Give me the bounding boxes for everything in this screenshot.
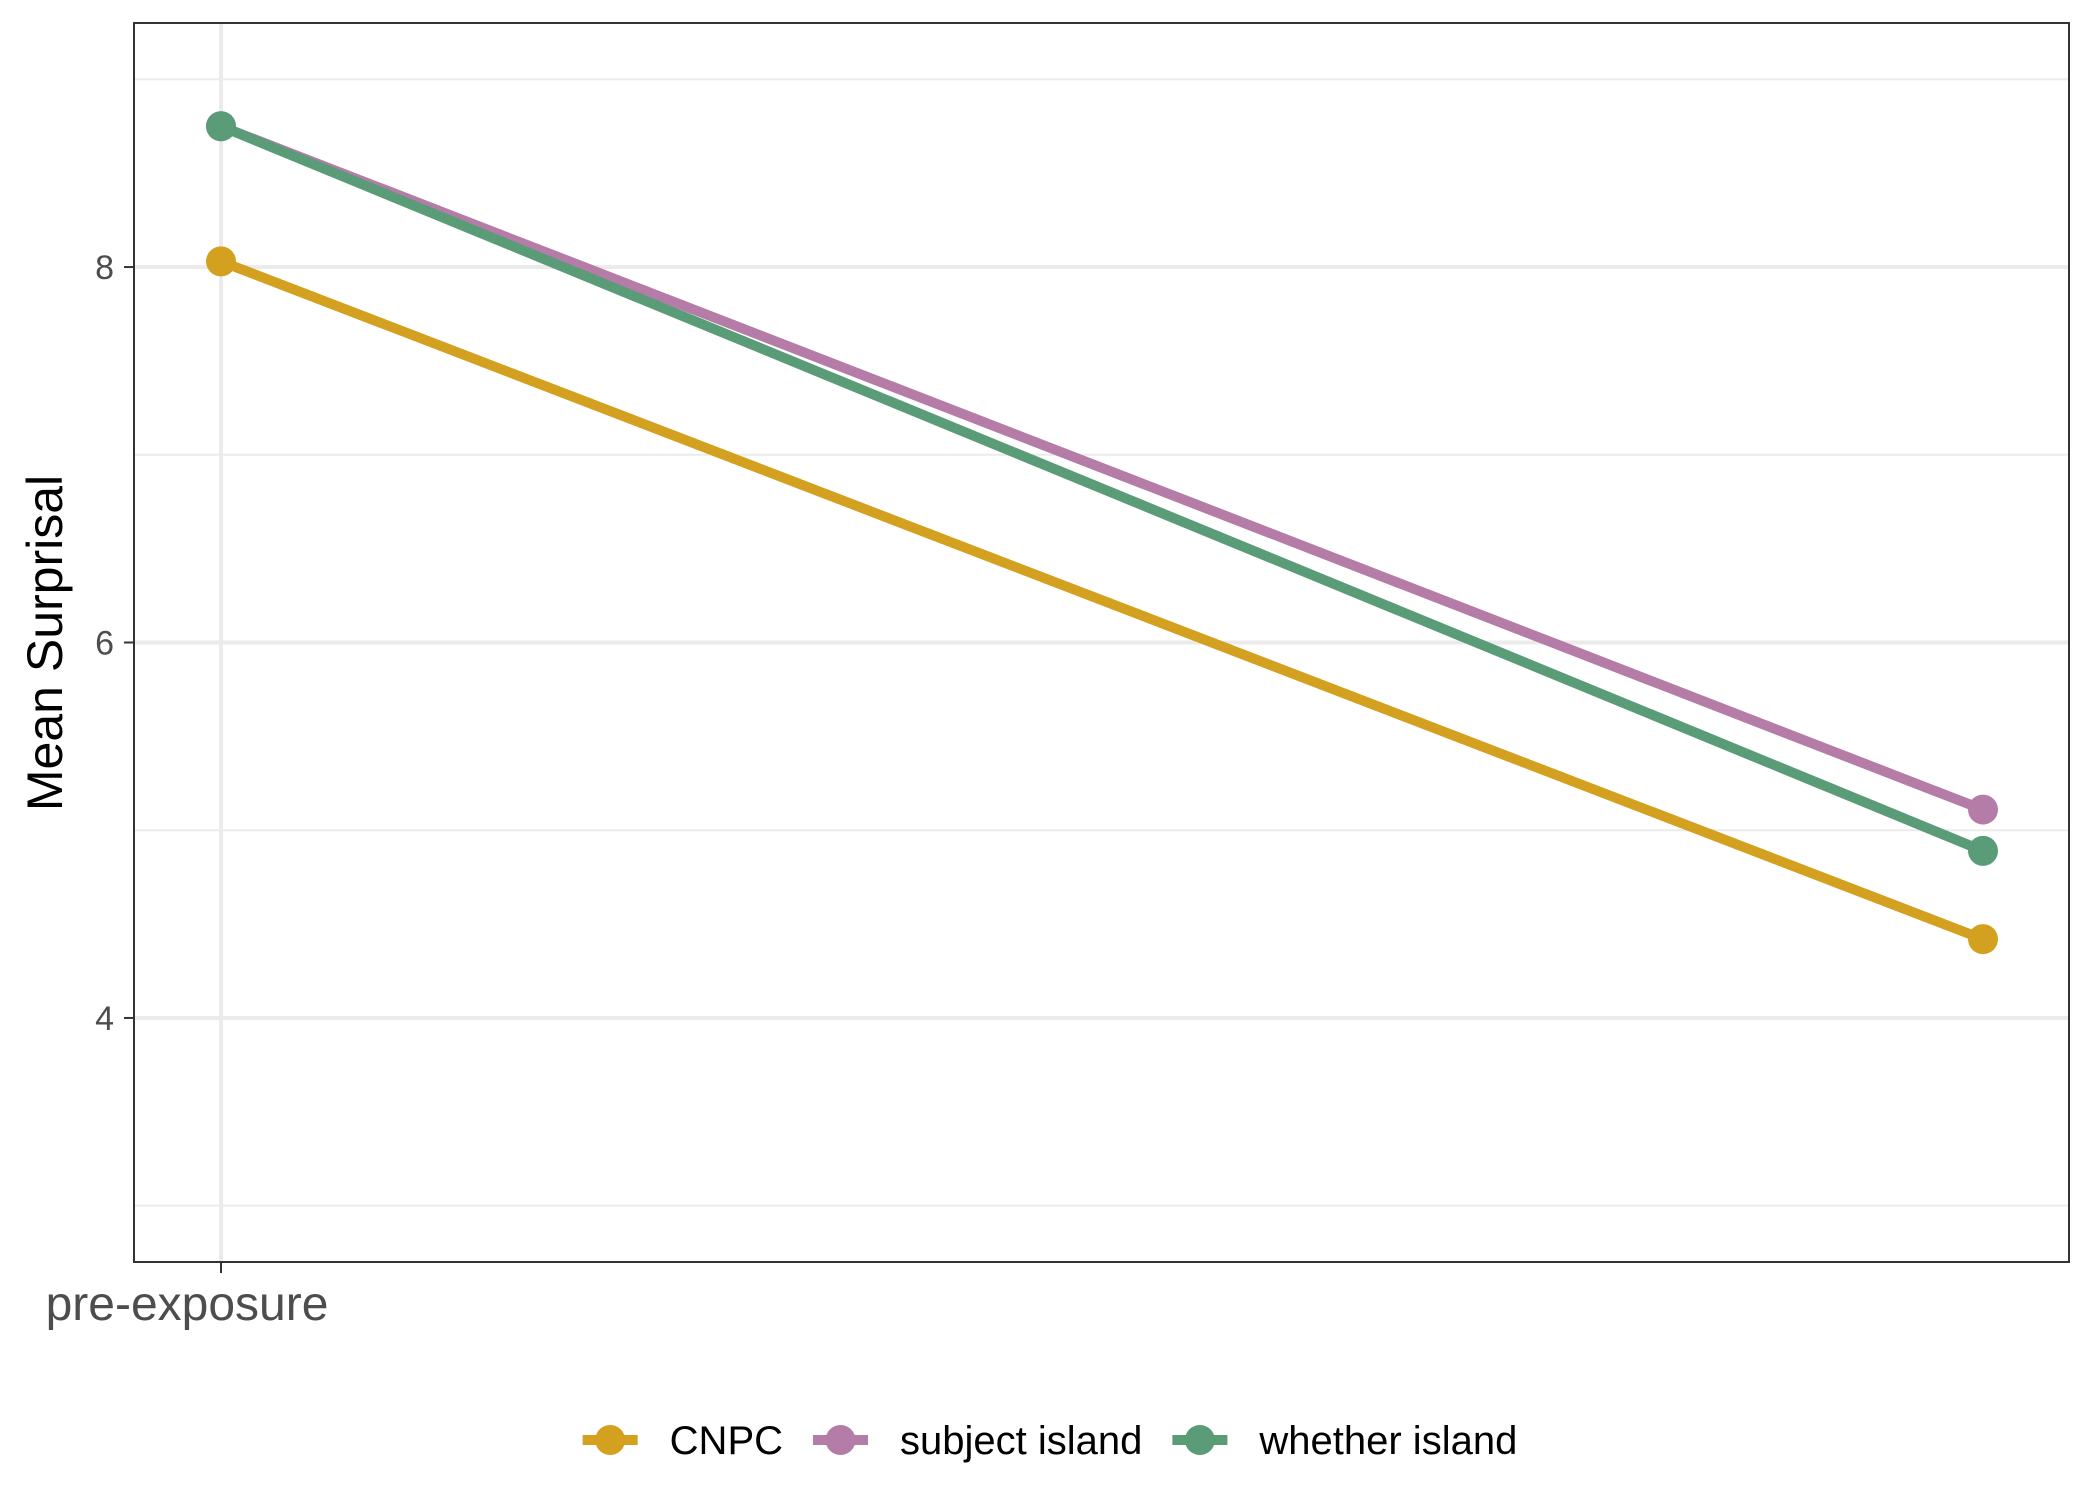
data-point (1968, 794, 1998, 825)
data-point (206, 246, 236, 277)
legend-key-point (1184, 1425, 1215, 1455)
data-point (1968, 835, 1998, 866)
series-line (219, 121, 1985, 815)
legend-key-point (825, 1425, 856, 1455)
axes: 4 6 8 pre-exposure (46, 249, 329, 1331)
legend: CNPC subject island whether island (582, 1419, 1517, 1463)
series-line (219, 121, 1985, 856)
y-tick-label: 8 (95, 249, 114, 287)
y-axis-title: Mean Surprisal (17, 475, 73, 811)
y-tick-label: 4 (95, 1000, 114, 1038)
grid (134, 23, 2069, 1262)
data-point (1968, 924, 1998, 955)
y-tick-label: 6 (95, 625, 114, 663)
series-line (219, 256, 1985, 944)
legend-label: subject island (900, 1419, 1142, 1463)
data-point (206, 111, 236, 142)
legend-label: whether island (1258, 1419, 1517, 1463)
legend-label: CNPC (670, 1419, 783, 1463)
series-lines (206, 111, 1998, 955)
legend-key-point (595, 1425, 626, 1455)
x-tick-label: pre-exposure (46, 1278, 329, 1331)
